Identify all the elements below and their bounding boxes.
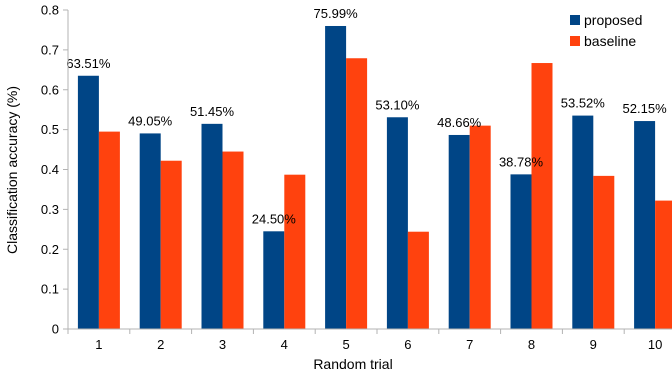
bar-proposed <box>448 134 470 329</box>
y-tick-label: 0.2 <box>41 242 59 257</box>
x-tick-label: 3 <box>219 337 226 352</box>
data-labels: 63.51% 49.05% 51.45% 24.50% 75.99% 53.10% 48.6… <box>66 6 667 226</box>
y-tick-label: 0.3 <box>41 202 59 217</box>
x-tick-label: 1 <box>95 337 102 352</box>
data-label: 38.78% <box>499 154 544 169</box>
data-label: 52.15% <box>623 101 668 116</box>
bar-baseline <box>407 231 429 329</box>
bar-proposed <box>325 25 347 330</box>
bar-baseline <box>284 174 306 329</box>
y-axis-label: Classification accuracy (%) <box>4 86 20 254</box>
x-tick-label: 5 <box>342 337 349 352</box>
bar-baseline <box>531 63 553 329</box>
x-tick-label: 10 <box>648 337 662 352</box>
bar-proposed <box>572 115 594 330</box>
bar-proposed <box>201 123 223 329</box>
x-tick-label: 8 <box>528 337 535 352</box>
y-tick-label: 0.6 <box>41 82 59 97</box>
data-label: 75.99% <box>314 6 359 21</box>
bar-proposed <box>634 121 656 329</box>
y-axis-ticks: 0 0.1 0.2 0.3 0.4 0.5 0.6 0.7 0.8 <box>41 3 68 337</box>
y-tick-label: 0 <box>52 322 59 337</box>
bar-proposed <box>386 117 408 329</box>
data-label: 24.50% <box>252 211 297 226</box>
legend-swatch-baseline <box>570 36 580 46</box>
y-tick-label: 0.8 <box>41 3 59 18</box>
bar-baseline <box>98 131 120 329</box>
x-tick-label: 2 <box>157 337 164 352</box>
bar-proposed <box>77 75 99 329</box>
data-label: 53.10% <box>375 97 420 112</box>
bar-baseline <box>655 200 672 329</box>
bar-baseline <box>160 160 182 329</box>
bars <box>77 25 672 330</box>
y-tick-label: 0.5 <box>41 122 59 137</box>
y-tick-label: 0.7 <box>41 42 59 57</box>
x-tick-label: 4 <box>281 337 288 352</box>
bar-proposed <box>263 231 285 329</box>
bar-baseline <box>593 175 615 329</box>
x-tick-label: 6 <box>404 337 411 352</box>
data-label: 51.45% <box>190 104 235 119</box>
legend: proposed baseline <box>570 12 642 49</box>
x-tick-label: 9 <box>590 337 597 352</box>
legend-label-baseline: baseline <box>584 33 636 49</box>
x-tick-label: 7 <box>466 337 473 352</box>
bar-proposed <box>510 174 532 329</box>
legend-label-proposed: proposed <box>584 12 642 28</box>
data-label: 53.52% <box>561 96 606 111</box>
x-axis-label: Random trial <box>313 356 392 372</box>
bar-proposed <box>139 133 161 329</box>
legend-swatch-proposed <box>570 15 580 25</box>
data-label: 49.05% <box>128 113 173 128</box>
bar-baseline <box>222 151 244 329</box>
bar-baseline <box>346 58 368 329</box>
data-label: 63.51% <box>66 56 111 71</box>
y-tick-label: 0.4 <box>41 162 59 177</box>
y-tick-label: 0.1 <box>41 282 59 297</box>
data-label: 48.66% <box>437 115 482 130</box>
bar-baseline <box>469 125 491 329</box>
x-axis-ticks: 1 2 3 4 5 6 7 8 9 10 <box>67 329 662 352</box>
